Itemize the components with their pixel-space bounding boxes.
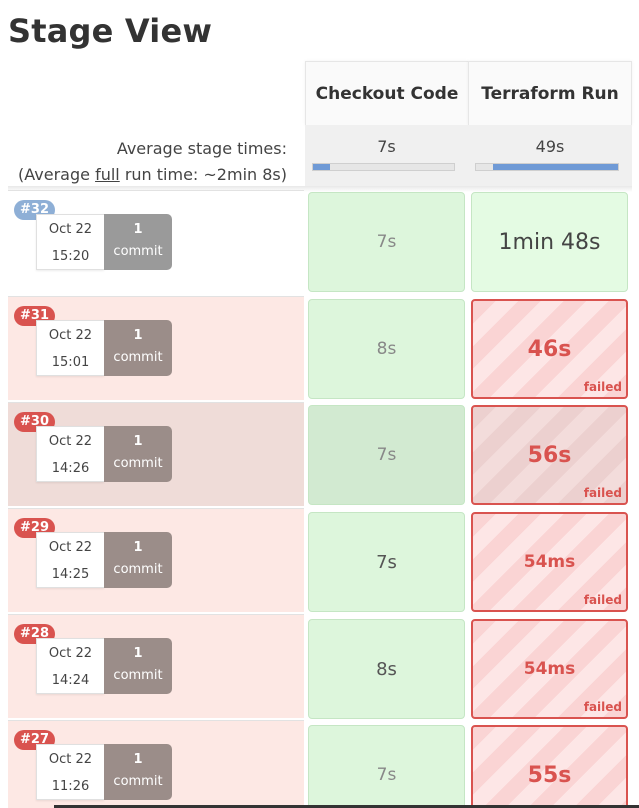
build-date-day: Oct 22 [48,646,93,661]
build-date: Oct 22 14:25 [36,532,104,588]
commit-count: 1 [133,434,143,449]
average-cell-checkout-code: 7s [305,125,468,187]
run-row-28[interactable]: #28 Oct 22 14:24 1 commit [8,614,304,718]
average-progress-bar [475,163,619,171]
stage-cell-terraform-run[interactable]: 1min 48s [471,192,628,292]
stage-duration: 55s [527,762,572,788]
average-progress-bar [312,163,455,171]
build-date: Oct 22 15:01 [36,320,104,376]
average-time: 49s [535,137,565,156]
average-progress-fill [493,164,618,170]
stage-cell-terraform-run[interactable]: 54ms failed [471,512,628,612]
commits-button[interactable]: 1 commit [104,214,172,270]
stage-duration: 56s [527,442,572,468]
commit-label: commit [113,350,163,365]
commit-label: commit [113,668,163,683]
build-date-time: 14:26 [51,461,90,476]
average-time: 7s [377,137,396,156]
stage-duration: 7s [376,232,397,252]
stage-duration: 54ms [523,552,576,572]
bottom-scroll-edge [54,805,639,808]
stage-cell-terraform-run[interactable]: 56s failed [471,405,628,505]
failed-flag: failed [583,486,622,500]
stage-duration: 7s [376,445,397,465]
stage-cell-checkout-code[interactable]: 8s [308,619,465,719]
run-row-29[interactable]: #29 Oct 22 14:25 1 commit [8,508,304,612]
commit-count: 1 [133,540,143,555]
full-suffix: run time: ~2min 8s) [119,165,287,184]
stage-header-checkout-code[interactable]: Checkout Code [305,61,468,125]
commits-button[interactable]: 1 commit [104,532,172,588]
commit-count: 1 [133,752,143,767]
build-date-day: Oct 22 [48,540,93,555]
build-date-day: Oct 22 [48,222,93,237]
commits-button[interactable]: 1 commit [104,320,172,376]
commits-button[interactable]: 1 commit [104,638,172,694]
stage-header-terraform-run[interactable]: Terraform Run [468,61,632,125]
stage-cell-terraform-run[interactable]: 55s [471,725,628,808]
average-progress-fill [313,164,330,170]
stage-duration: 8s [376,658,397,680]
stage-duration: 7s [376,765,397,785]
average-stage-times-label: Average stage times: (Average full run t… [18,136,287,188]
failed-flag: failed [583,380,622,394]
run-row-30[interactable]: #30 Oct 22 14:26 1 commit [8,402,304,506]
commits-button[interactable]: 1 commit [104,744,172,800]
commits-button[interactable]: 1 commit [104,426,172,482]
full-prefix: (Average [18,165,96,184]
build-date: Oct 22 15:20 [36,214,104,270]
stage-duration: 7s [376,551,397,573]
build-date-day: Oct 22 [48,434,93,449]
run-row-32[interactable]: #32 Oct 22 15:20 1 commit [8,190,304,294]
stage-cell-checkout-code[interactable]: 7s [308,405,465,505]
average-label: Average stage times: [116,139,287,158]
stage-cell-checkout-code[interactable]: 7s [308,725,465,808]
commit-label: commit [113,774,163,789]
build-date-day: Oct 22 [48,752,93,767]
build-date-time: 15:20 [51,249,90,264]
build-date-time: 14:25 [51,567,90,582]
full-link[interactable]: full [95,165,120,184]
commit-count: 1 [133,646,143,661]
commit-count: 1 [133,222,143,237]
run-row-31[interactable]: #31 Oct 22 15:01 1 commit [8,296,304,400]
commit-label: commit [113,562,163,577]
commit-count: 1 [133,328,143,343]
stage-cell-terraform-run[interactable]: 54ms failed [471,619,628,719]
stage-cell-terraform-run[interactable]: 46s failed [471,299,628,399]
stage-duration: 46s [527,336,572,362]
commit-label: commit [113,244,163,259]
stage-duration: 8s [376,339,397,359]
failed-flag: failed [583,593,622,607]
stage-cell-checkout-code[interactable]: 7s [308,192,465,292]
header-divider [8,186,632,192]
commit-label: commit [113,456,163,471]
page-title: Stage View [8,12,213,50]
build-date: Oct 22 11:26 [36,744,104,800]
average-cell-terraform-run: 49s [468,125,632,187]
average-full-run-time: (Average full run time: ~2min 8s) [18,162,287,188]
stage-duration: 1min 48s [498,229,601,255]
build-date-time: 11:26 [51,779,90,794]
stage-cell-checkout-code[interactable]: 8s [308,299,465,399]
build-date-day: Oct 22 [48,328,93,343]
build-date-time: 15:01 [51,355,90,370]
failed-flag: failed [583,700,622,714]
run-row-27[interactable]: #27 Oct 22 11:26 1 commit [8,720,304,808]
stage-cell-checkout-code[interactable]: 7s [308,512,465,612]
build-date: Oct 22 14:26 [36,426,104,482]
build-date: Oct 22 14:24 [36,638,104,694]
build-date-time: 14:24 [51,673,90,688]
stage-duration: 54ms [523,659,576,679]
